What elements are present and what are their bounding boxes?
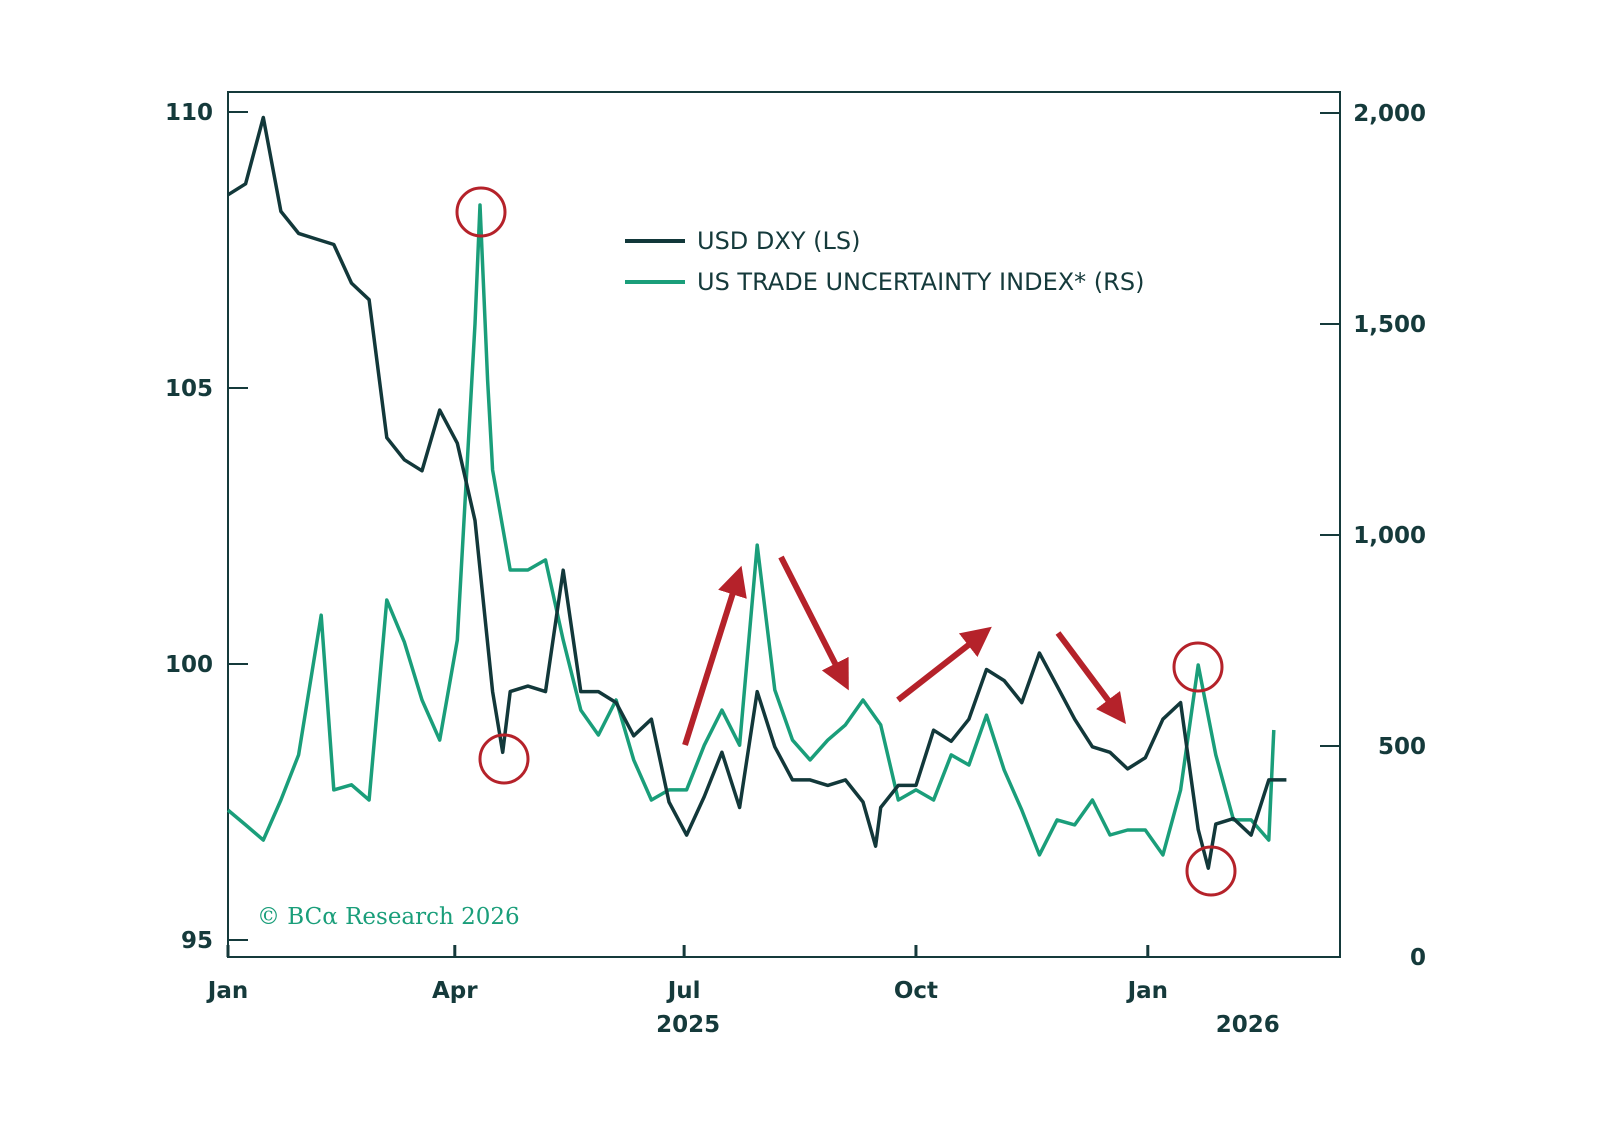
left-axis-tick-label: 105 <box>165 376 213 402</box>
left-axis-tick-label: 95 <box>181 928 213 954</box>
right-axis-tick-label: 2,000 <box>1353 101 1426 127</box>
x-axis-tick-label: Apr <box>432 978 478 1004</box>
series-line-trade-uncertainty <box>226 203 1276 857</box>
right-axis-tick-label: 0 <box>1410 945 1426 971</box>
arrow-up-icon <box>896 626 992 703</box>
left-axis-tick-label: 100 <box>165 652 213 678</box>
arrow-down-icon <box>778 555 849 691</box>
right-axis-tick-label: 500 <box>1378 734 1426 760</box>
legend: USD DXY (LS) US TRADE UNCERTAINTY INDEX*… <box>625 227 1144 296</box>
x-axis-year-label: 2025 <box>656 1012 720 1038</box>
x-axis-year-label: 2026 <box>1216 1012 1280 1038</box>
arrow-up-icon <box>682 565 747 746</box>
legend-label-trade: US TRADE UNCERTAINTY INDEX* (RS) <box>697 268 1144 296</box>
plot-frame <box>227 91 1341 958</box>
right-axis-tick-label: 1,000 <box>1353 523 1426 549</box>
annotation-arrows <box>682 555 1126 746</box>
annotation-circle <box>455 186 507 238</box>
series-line-dxy <box>227 115 1287 870</box>
annotation-circle <box>478 733 530 785</box>
watermark: © BCα Research 2026 <box>257 904 520 930</box>
x-axis-tick-label: Jan <box>206 978 248 1004</box>
x-axis-tick-label: Oct <box>894 978 938 1004</box>
annotation-circle <box>1172 641 1224 693</box>
right-axis-tick-label: 1,500 <box>1353 312 1426 338</box>
arrow-down-icon <box>1055 631 1126 725</box>
x-axis-tick-label: Jul <box>666 978 701 1004</box>
annotation-circle <box>1185 845 1237 897</box>
annotations <box>455 186 1237 897</box>
legend-label-dxy: USD DXY (LS) <box>697 227 860 255</box>
x-axis-tick-label: Jan <box>1126 978 1168 1004</box>
left-axis-tick-label: 110 <box>165 100 213 126</box>
